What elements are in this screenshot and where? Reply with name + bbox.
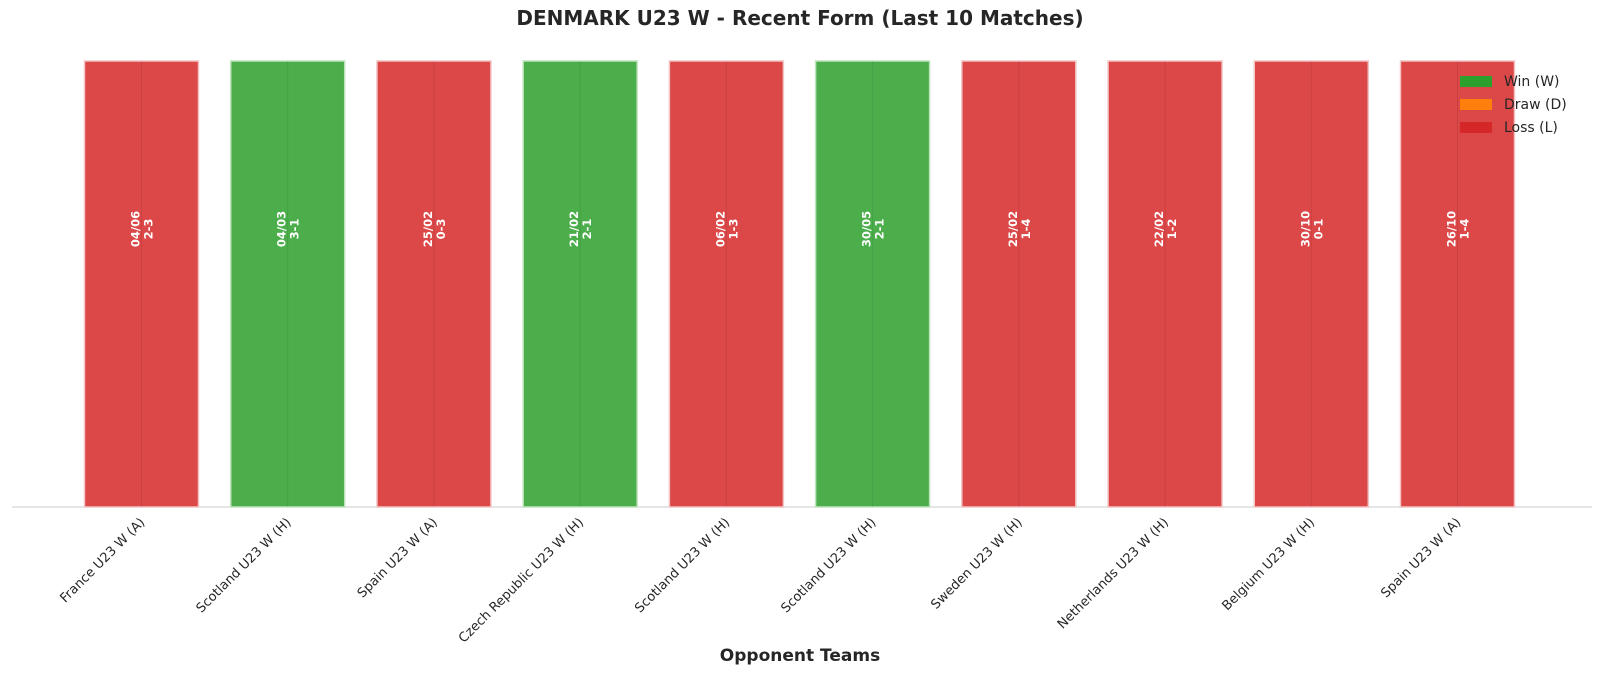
bar-label-score: 1-4 [1458,219,1472,240]
bar-label-9: 30/100-1 [1298,211,1325,247]
bar-label-date: 22/02 [1152,211,1166,247]
bar-match-9 [1253,60,1370,508]
x-tick-label-9: Belgium U23 W (H) [1219,515,1318,614]
bar-label-date: 04/06 [129,211,143,247]
bar-label-score: 2-1 [580,219,594,240]
bar-label-4: 21/022-1 [567,211,594,247]
bar-match-6 [814,60,931,508]
chart-title: DENMARK U23 W - Recent Form (Last 10 Mat… [516,6,1084,30]
chart-legend: Win (W) Draw (D) Loss (L) [1460,70,1567,139]
bar-match-3 [376,60,492,508]
x-tick-label-2: Scotland U23 W (H) [194,515,295,616]
bar-label-date: 21/02 [567,211,581,247]
legend-label-draw: Draw (D) [1504,96,1567,113]
x-tick-label-5: Scotland U23 W (H) [632,515,733,616]
bar-label-score: 3-1 [288,219,302,240]
bar-label-10: 26/101-4 [1445,211,1472,247]
bar-match-8 [1107,60,1223,508]
bar-label-score: 2-1 [873,219,887,240]
x-tick-label-10: Spain U23 W (A) [1378,515,1464,601]
x-tick-label-6: Scotland U23 W (H) [779,515,880,616]
bar-label-8: 22/021-2 [1152,211,1179,247]
bar-label-date: 30/10 [1298,211,1312,247]
legend-item-loss: Loss (L) [1460,116,1567,139]
bar-label-date: 26/10 [1445,211,1459,247]
bar-label-2: 04/033-1 [275,211,302,247]
bar-match-4 [522,60,638,508]
bar-match-5 [668,60,785,508]
bar-label-date: 04/03 [275,211,289,247]
x-tick-label-3: Spain U23 W (A) [355,515,441,601]
bar-label-score: 0-3 [434,219,448,240]
legend-swatch-win [1460,76,1492,87]
x-tick-label-7: Sweden U23 W (H) [928,515,1025,612]
x-tick-label-8: Netherlands U23 W (H) [1055,515,1172,632]
bar-match-10 [1399,60,1516,508]
bar-label-score: 0-1 [1311,219,1325,240]
x-axis-label: Opponent Teams [719,646,881,666]
legend-swatch-draw [1460,99,1492,110]
bar-label-date: 30/05 [860,211,874,247]
bar-label-5: 06/021-3 [713,211,740,247]
legend-swatch-loss [1460,122,1492,133]
bar-label-date: 06/02 [713,211,727,247]
legend-label-loss: Loss (L) [1504,119,1558,136]
bar-match-2 [229,60,346,508]
x-tick-label-4: Czech Republic U23 W (H) [456,515,587,646]
x-tick-label-1: France U23 W (A) [57,515,148,606]
bar-label-6: 30/052-1 [860,211,887,247]
legend-item-win: Win (W) [1460,70,1567,93]
bar-label-3: 25/020-3 [421,211,448,247]
bar-match-1 [83,60,200,508]
bar-label-score: 1-3 [726,219,740,240]
legend-item-draw: Draw (D) [1460,93,1567,116]
bar-label-1: 04/062-3 [129,211,156,247]
legend-label-win: Win (W) [1504,73,1560,90]
bar-label-7: 25/021-4 [1006,211,1033,247]
bar-match-7 [961,60,1077,508]
bar-label-date: 25/02 [1006,211,1020,247]
bar-label-date: 25/02 [421,211,435,247]
bar-label-score: 1-4 [1019,219,1033,240]
bar-label-score: 1-2 [1165,219,1179,240]
bar-label-score: 2-3 [142,219,156,240]
